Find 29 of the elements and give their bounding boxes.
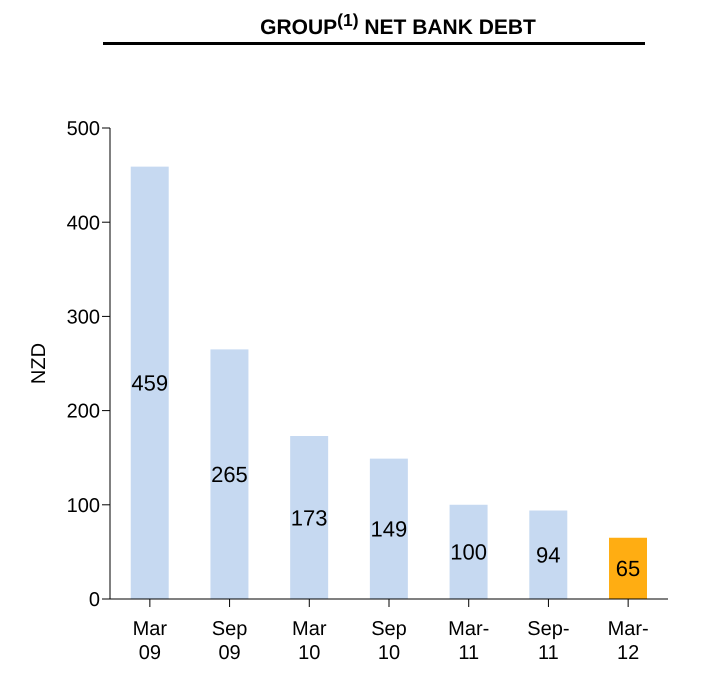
bar <box>609 538 648 599</box>
y-tick-label: 100 <box>66 494 100 517</box>
bar <box>210 349 248 599</box>
bar <box>370 458 408 599</box>
x-tick-label: Mar-11 <box>448 618 490 664</box>
data-label: 149 <box>370 516 408 542</box>
bar <box>529 510 568 599</box>
y-tick-label: 200 <box>66 400 100 423</box>
data-label: 94 <box>536 542 561 568</box>
x-tick-label: Sep 09 <box>212 618 248 664</box>
y-axis-title: NZD <box>28 342 50 384</box>
x-tick-label: Mar 10 <box>292 618 327 664</box>
data-label: 173 <box>290 505 328 530</box>
data-label: 265 <box>211 462 248 487</box>
bar <box>450 504 488 599</box>
y-tick-label: 300 <box>66 306 100 328</box>
y-tick-label: 500 <box>66 118 100 140</box>
data-label: 65 <box>616 556 640 582</box>
bar <box>290 436 328 599</box>
bar <box>130 166 169 599</box>
x-tick-label: Sep-11 <box>527 618 570 664</box>
x-tick-label: Mar-12 <box>608 618 649 664</box>
x-tick-label: Sep 10 <box>371 618 407 664</box>
chart-title: GROUP$^{(1)}$ NET BANK DEBT <box>259 9 537 41</box>
data-label: 459 <box>131 370 168 396</box>
y-tick-label: 400 <box>66 212 100 234</box>
data-label: 100 <box>450 540 487 565</box>
y-tick-label: 0 <box>88 589 100 612</box>
x-tick-label: Mar 09 <box>132 618 168 664</box>
